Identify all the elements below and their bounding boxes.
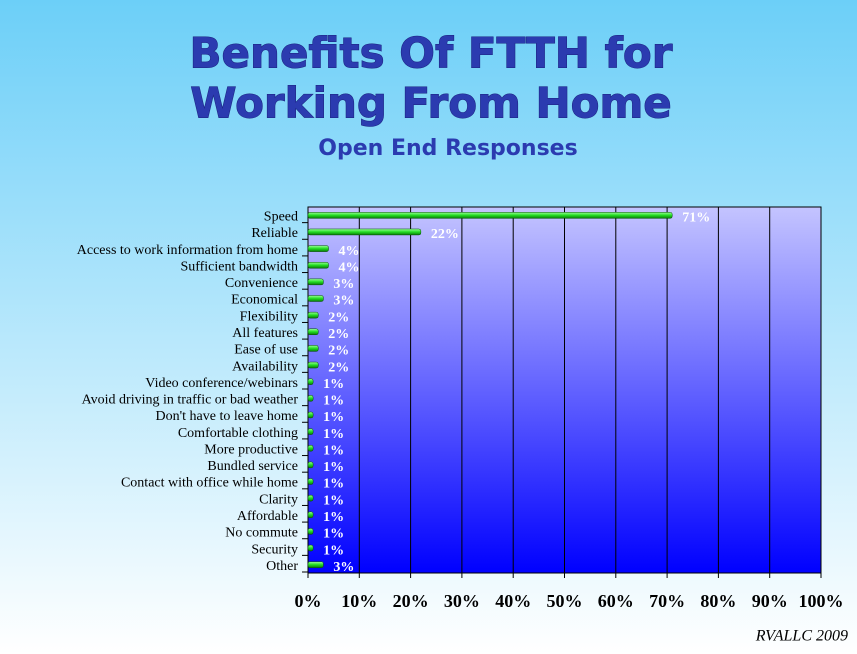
bar bbox=[307, 395, 314, 402]
bar bbox=[307, 444, 314, 452]
x-tick-label: 80% bbox=[700, 591, 736, 611]
bar bbox=[307, 245, 329, 252]
value-label: 2% bbox=[328, 327, 349, 342]
bar bbox=[307, 295, 324, 302]
y-tick-label: Affordable bbox=[237, 509, 298, 524]
value-label: 2% bbox=[328, 310, 349, 325]
x-tick-label: 0% bbox=[295, 591, 322, 611]
y-tick-label: Avoid driving in traffic or bad weather bbox=[82, 393, 299, 408]
chart-title: Benefits Of FTTH for bbox=[190, 29, 673, 78]
value-label: 22% bbox=[431, 227, 459, 242]
y-tick-label: Video conference/webinars bbox=[145, 376, 298, 391]
y-tick-label: Flexibility bbox=[240, 309, 298, 324]
bar bbox=[307, 544, 314, 552]
value-label: 3% bbox=[333, 277, 354, 292]
bar bbox=[307, 212, 673, 219]
x-tick-label: 40% bbox=[495, 591, 531, 611]
y-tick-label: Don't have to leave home bbox=[156, 409, 298, 424]
value-label: 71% bbox=[682, 211, 710, 226]
bar bbox=[307, 278, 324, 286]
x-tick-label: 20% bbox=[393, 591, 429, 611]
y-tick-label: Sufficient bandwidth bbox=[180, 259, 298, 274]
bar bbox=[307, 428, 314, 435]
value-label: 1% bbox=[323, 493, 344, 508]
y-tick-label: Access to work information from home bbox=[77, 243, 298, 258]
value-label: 1% bbox=[323, 394, 344, 409]
y-tick-label: Speed bbox=[264, 210, 298, 225]
y-tick-label: Security bbox=[251, 542, 298, 557]
bar bbox=[307, 311, 319, 319]
value-label: 4% bbox=[339, 260, 360, 275]
value-label: 1% bbox=[323, 377, 344, 392]
x-tick-label: 50% bbox=[547, 591, 583, 611]
x-tick-label: 30% bbox=[444, 591, 480, 611]
bar bbox=[307, 328, 319, 336]
x-tick-label: 100% bbox=[799, 591, 844, 611]
bar bbox=[307, 228, 422, 236]
y-tick-label: More productive bbox=[204, 442, 298, 457]
value-label: 1% bbox=[323, 543, 344, 558]
value-label: 1% bbox=[323, 460, 344, 475]
y-tick-label: Availability bbox=[232, 359, 298, 374]
value-label: 4% bbox=[339, 244, 360, 259]
y-tick-label: Economical bbox=[231, 293, 298, 308]
x-tick-label: 70% bbox=[649, 591, 685, 611]
y-tick-label: Comfortable clothing bbox=[178, 426, 298, 441]
bar bbox=[307, 561, 324, 568]
y-tick-label: All features bbox=[232, 326, 298, 341]
value-label: 1% bbox=[323, 410, 344, 425]
x-tick-label: 10% bbox=[341, 591, 377, 611]
y-tick-label: Convenience bbox=[225, 276, 298, 291]
value-label: 1% bbox=[323, 427, 344, 442]
y-tick-label: No commute bbox=[225, 526, 298, 541]
bar bbox=[307, 461, 314, 469]
value-label: 1% bbox=[323, 510, 344, 525]
bar bbox=[307, 345, 319, 352]
bar bbox=[307, 528, 314, 535]
value-label: 3% bbox=[333, 294, 354, 309]
bar bbox=[307, 411, 314, 419]
x-tick-label: 90% bbox=[752, 591, 788, 611]
value-label: 3% bbox=[333, 560, 354, 575]
value-label: 1% bbox=[323, 477, 344, 492]
bar bbox=[307, 494, 314, 502]
x-tick-label: 60% bbox=[598, 591, 634, 611]
value-label: 2% bbox=[328, 360, 349, 375]
y-tick-label: Reliable bbox=[251, 226, 298, 241]
y-tick-label: Ease of use bbox=[234, 343, 298, 358]
annotation: RVALLC 2009 bbox=[755, 628, 848, 645]
chart-title: Working From Home bbox=[190, 79, 672, 128]
y-tick-label: Clarity bbox=[259, 492, 298, 507]
y-tick-label: Contact with office while home bbox=[121, 476, 298, 491]
value-label: 1% bbox=[323, 443, 344, 458]
bar bbox=[307, 361, 319, 369]
bar bbox=[307, 261, 329, 269]
bar bbox=[307, 378, 314, 385]
y-tick-label: Bundled service bbox=[207, 459, 298, 474]
value-label: 1% bbox=[323, 527, 344, 542]
value-label: 2% bbox=[328, 344, 349, 359]
bar bbox=[307, 511, 314, 519]
chart-subtitle: Open End Responses bbox=[318, 136, 577, 161]
bar bbox=[307, 478, 314, 485]
y-tick-label: Other bbox=[266, 559, 298, 574]
